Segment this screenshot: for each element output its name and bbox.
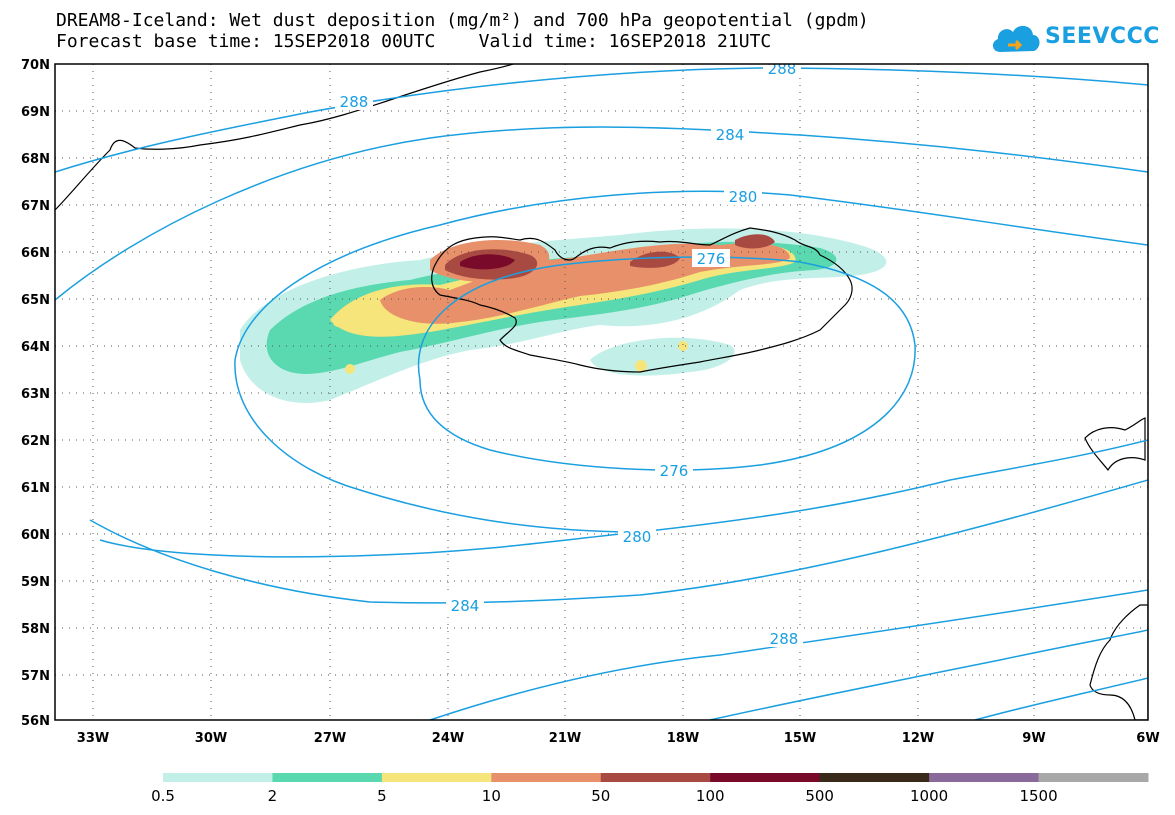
lat-label: 67N bbox=[21, 199, 50, 214]
greenland-coast bbox=[55, 64, 516, 211]
legend-colorbar bbox=[163, 773, 1149, 782]
legend-label: 10 bbox=[481, 787, 501, 805]
chart-title: DREAM8-Iceland: Wet dust deposition (mg/… bbox=[56, 10, 869, 31]
legend-label: 5 bbox=[377, 787, 387, 805]
deposition-spot-5 bbox=[333, 317, 343, 327]
lon-label: 30W bbox=[195, 731, 227, 746]
lon-label: 15W bbox=[784, 731, 816, 746]
lon-label: 6W bbox=[1136, 731, 1159, 746]
lon-label: 27W bbox=[314, 731, 346, 746]
lon-label: 12W bbox=[902, 731, 934, 746]
contour-276-outer bbox=[417, 256, 916, 471]
deposition-spot-5 bbox=[678, 341, 688, 351]
legend-swatch bbox=[929, 773, 1040, 782]
deposition-level-50 bbox=[630, 251, 680, 268]
contour-label-280-s: 280 bbox=[623, 528, 652, 546]
lat-label: 66N bbox=[21, 246, 50, 261]
deposition-level-0.5 bbox=[590, 337, 735, 376]
geopotential-contours bbox=[55, 67, 1148, 720]
scotland-coast bbox=[1089, 604, 1148, 720]
contour-label-284-s: 284 bbox=[451, 597, 480, 615]
lat-label: 56N bbox=[21, 714, 50, 729]
contour-label-284-n: 284 bbox=[716, 126, 745, 144]
legend-swatch bbox=[272, 773, 383, 782]
contour-284 bbox=[55, 126, 1148, 301]
lat-label: 62N bbox=[21, 434, 50, 449]
contour-label-276-s: 276 bbox=[660, 462, 689, 480]
iceland-coast bbox=[431, 227, 853, 373]
contour-288-north bbox=[55, 67, 1148, 173]
map-frame bbox=[54, 63, 1149, 721]
seevccc-logo: SEEVCCC bbox=[990, 18, 1159, 58]
deposition-spot-5 bbox=[635, 360, 647, 372]
lat-label: 70N bbox=[21, 58, 50, 73]
lat-label: 59N bbox=[21, 575, 50, 590]
faroe-coast bbox=[1084, 417, 1146, 472]
contour-292 bbox=[974, 677, 1148, 720]
lat-label: 61N bbox=[21, 481, 50, 496]
lat-label: 69N bbox=[21, 105, 50, 120]
legend-label: 0.5 bbox=[151, 787, 175, 805]
lat-label: 68N bbox=[21, 152, 50, 167]
deposition-level-50 bbox=[735, 234, 775, 249]
contour-label-276-n: 276 bbox=[697, 250, 726, 268]
deposition-level-100 bbox=[460, 254, 515, 270]
contour-284-south bbox=[89, 479, 1148, 604]
graticule bbox=[55, 64, 1148, 720]
legend-swatch bbox=[1038, 773, 1149, 782]
lon-label: 24W bbox=[432, 731, 464, 746]
legend-label: 50 bbox=[591, 787, 611, 805]
legend-label: 100 bbox=[695, 787, 725, 805]
contour-label-288-s: 288 bbox=[770, 630, 799, 648]
legend-label: 2 bbox=[267, 787, 278, 805]
deposition-spot-5 bbox=[345, 364, 355, 374]
coastlines bbox=[55, 64, 1148, 720]
legend-swatch bbox=[819, 773, 930, 782]
lat-label: 63N bbox=[21, 387, 50, 402]
contour-labels: 288 288 284 280 276 276 280 284 288 bbox=[335, 60, 803, 648]
legend-swatch bbox=[710, 773, 821, 782]
contour-label-288-top: 288 bbox=[768, 60, 797, 78]
lon-label: 21W bbox=[549, 731, 581, 746]
legend-swatch bbox=[600, 773, 711, 782]
deposition-level-10 bbox=[380, 243, 790, 324]
chart-subtitle: Forecast base time: 15SEP2018 00UTC Vali… bbox=[56, 31, 772, 52]
lat-label: 65N bbox=[21, 293, 50, 308]
longitude-labels: 33W 30W 27W 24W 21W 18W 15W 12W 9W 6W bbox=[77, 731, 1160, 746]
cloud-logo-icon bbox=[992, 25, 1040, 52]
lon-label: 18W bbox=[667, 731, 699, 746]
contour-label-280-n: 280 bbox=[729, 188, 758, 206]
legend-label: 1500 bbox=[1019, 787, 1058, 805]
legend-swatch bbox=[491, 773, 602, 782]
contour-280-west bbox=[234, 359, 641, 533]
lat-label: 58N bbox=[21, 622, 50, 637]
lon-label: 33W bbox=[77, 731, 109, 746]
legend-label: 500 bbox=[805, 787, 834, 805]
lat-label: 60N bbox=[21, 528, 50, 543]
legend-swatch bbox=[163, 773, 273, 782]
lat-label: 57N bbox=[21, 669, 50, 684]
contour-288-se bbox=[709, 629, 1148, 720]
logo-text: SEEVCCC bbox=[1045, 24, 1160, 49]
legend-label: 1000 bbox=[910, 787, 949, 805]
contour-label-288-n: 288 bbox=[340, 93, 369, 111]
lat-label: 64N bbox=[21, 340, 50, 355]
legend-swatch bbox=[381, 773, 492, 782]
latitude-labels: 70N 69N 68N 67N 66N 65N 64N 63N 62N 61N … bbox=[21, 58, 50, 729]
contour-288-south bbox=[429, 589, 1148, 720]
dust-deposition-field bbox=[240, 228, 887, 404]
lon-label: 9W bbox=[1022, 731, 1045, 746]
